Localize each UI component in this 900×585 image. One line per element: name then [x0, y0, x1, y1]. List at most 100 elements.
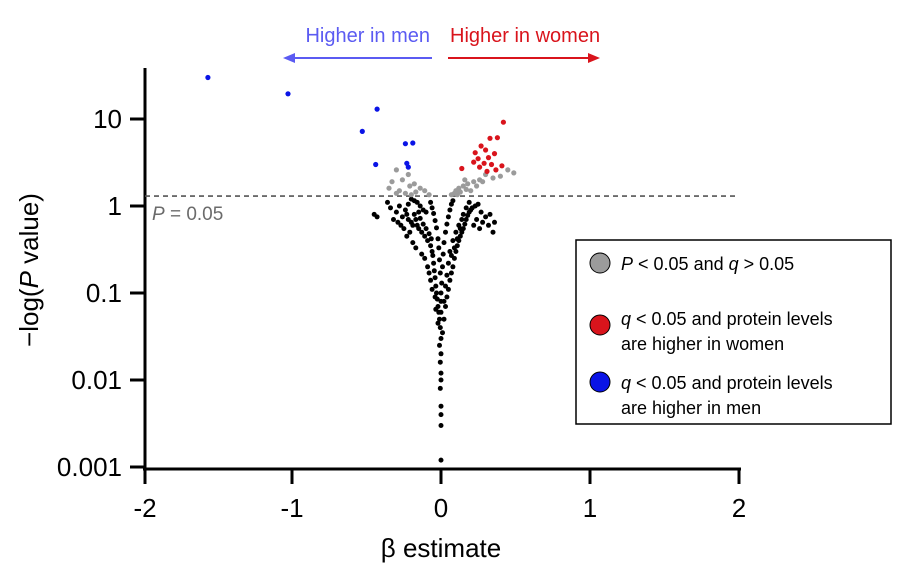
point-black [444, 221, 450, 227]
point-gray [402, 190, 408, 196]
threshold-label: P = 0.05 [152, 204, 223, 225]
point-black [401, 226, 407, 232]
point-black [451, 245, 457, 251]
point-black [437, 316, 442, 322]
legend-label-women: q < 0.05 and protein levels [621, 309, 833, 329]
point-black [440, 264, 445, 270]
point-women [481, 160, 487, 166]
point-gray [468, 188, 474, 194]
point-black [416, 226, 422, 232]
point-black [450, 238, 456, 244]
point-black [447, 249, 453, 254]
point-black [437, 325, 443, 331]
point-black [438, 423, 444, 428]
point-black [438, 412, 444, 418]
point-gray [497, 173, 503, 179]
point-gray [411, 181, 417, 187]
arrow-left-head [283, 53, 295, 63]
point-black [438, 377, 444, 383]
point-black [413, 217, 419, 222]
x-axis-title: β estimate [381, 533, 501, 563]
point-black [492, 219, 497, 225]
point-black [437, 385, 443, 391]
point-black [429, 205, 435, 211]
point-black [404, 211, 410, 217]
y-tick-label: 0.001 [57, 452, 122, 482]
legend-label-gray: P < 0.05 and q > 0.05 [621, 254, 794, 274]
point-black [432, 275, 438, 281]
point-women [485, 155, 492, 161]
point-men [205, 74, 211, 81]
point-gray [511, 170, 517, 176]
point-black [432, 218, 438, 224]
point-black [448, 253, 454, 258]
point-black [490, 229, 496, 235]
point-women [483, 147, 489, 153]
point-men [374, 106, 380, 112]
point-gray [480, 179, 486, 185]
point-black [422, 255, 428, 261]
point-women [487, 135, 493, 141]
point-black [417, 203, 423, 209]
point-black [443, 304, 448, 309]
point-black [419, 251, 425, 257]
point-women [472, 150, 478, 156]
point-black [395, 219, 401, 225]
point-gray [471, 179, 477, 185]
point-black [483, 214, 489, 220]
point-black [462, 221, 468, 227]
y-tick-label: 1 [108, 191, 122, 221]
legend: P < 0.05 and q > 0.05 q < 0.05 and prote… [575, 239, 892, 425]
point-black [440, 251, 446, 257]
point-black [447, 207, 453, 213]
point-gray [393, 190, 399, 196]
point-gray [405, 171, 411, 178]
point-gray [462, 177, 468, 183]
point-black [425, 264, 431, 270]
point-black [477, 226, 483, 232]
point-black [459, 217, 465, 222]
point-black [417, 215, 423, 221]
point-men [373, 161, 379, 168]
point-women [499, 163, 505, 169]
point-black [431, 211, 437, 216]
point-gray [417, 185, 423, 191]
point-gray [393, 167, 399, 173]
x-tick-label: -1 [280, 493, 303, 523]
point-gray [407, 183, 413, 189]
x-tick-label: 1 [583, 493, 597, 523]
point-women [477, 164, 483, 170]
point-black [463, 217, 469, 222]
x-tick-label: -2 [133, 493, 156, 523]
point-black [441, 240, 447, 246]
point-gray [454, 192, 460, 198]
point-black [466, 199, 472, 205]
point-black [431, 260, 437, 266]
point-black [433, 283, 439, 289]
point-gray [465, 181, 471, 187]
point-gray [426, 192, 432, 198]
point-black [428, 243, 434, 249]
point-women [491, 151, 498, 157]
point-black [435, 236, 441, 242]
point-black [396, 203, 402, 209]
label-higher-in-women: Higher in women [450, 25, 600, 47]
y-tick-label: 0.01 [71, 365, 122, 395]
point-black [474, 217, 480, 222]
y-tick-label: 10 [93, 104, 122, 134]
y-ticks: 10 1 0.1 0.01 0.001 [57, 104, 145, 482]
point-gray [386, 185, 392, 191]
point-black [436, 245, 442, 251]
point-gray [505, 167, 511, 173]
point-black [428, 199, 434, 205]
point-black [447, 277, 453, 283]
point-black [438, 290, 444, 296]
point-black [435, 320, 441, 326]
point-black [453, 229, 459, 235]
point-gray [399, 177, 405, 183]
point-gray [448, 192, 454, 198]
point-women [494, 135, 500, 141]
point-men [359, 128, 365, 134]
point-gray [408, 192, 414, 198]
